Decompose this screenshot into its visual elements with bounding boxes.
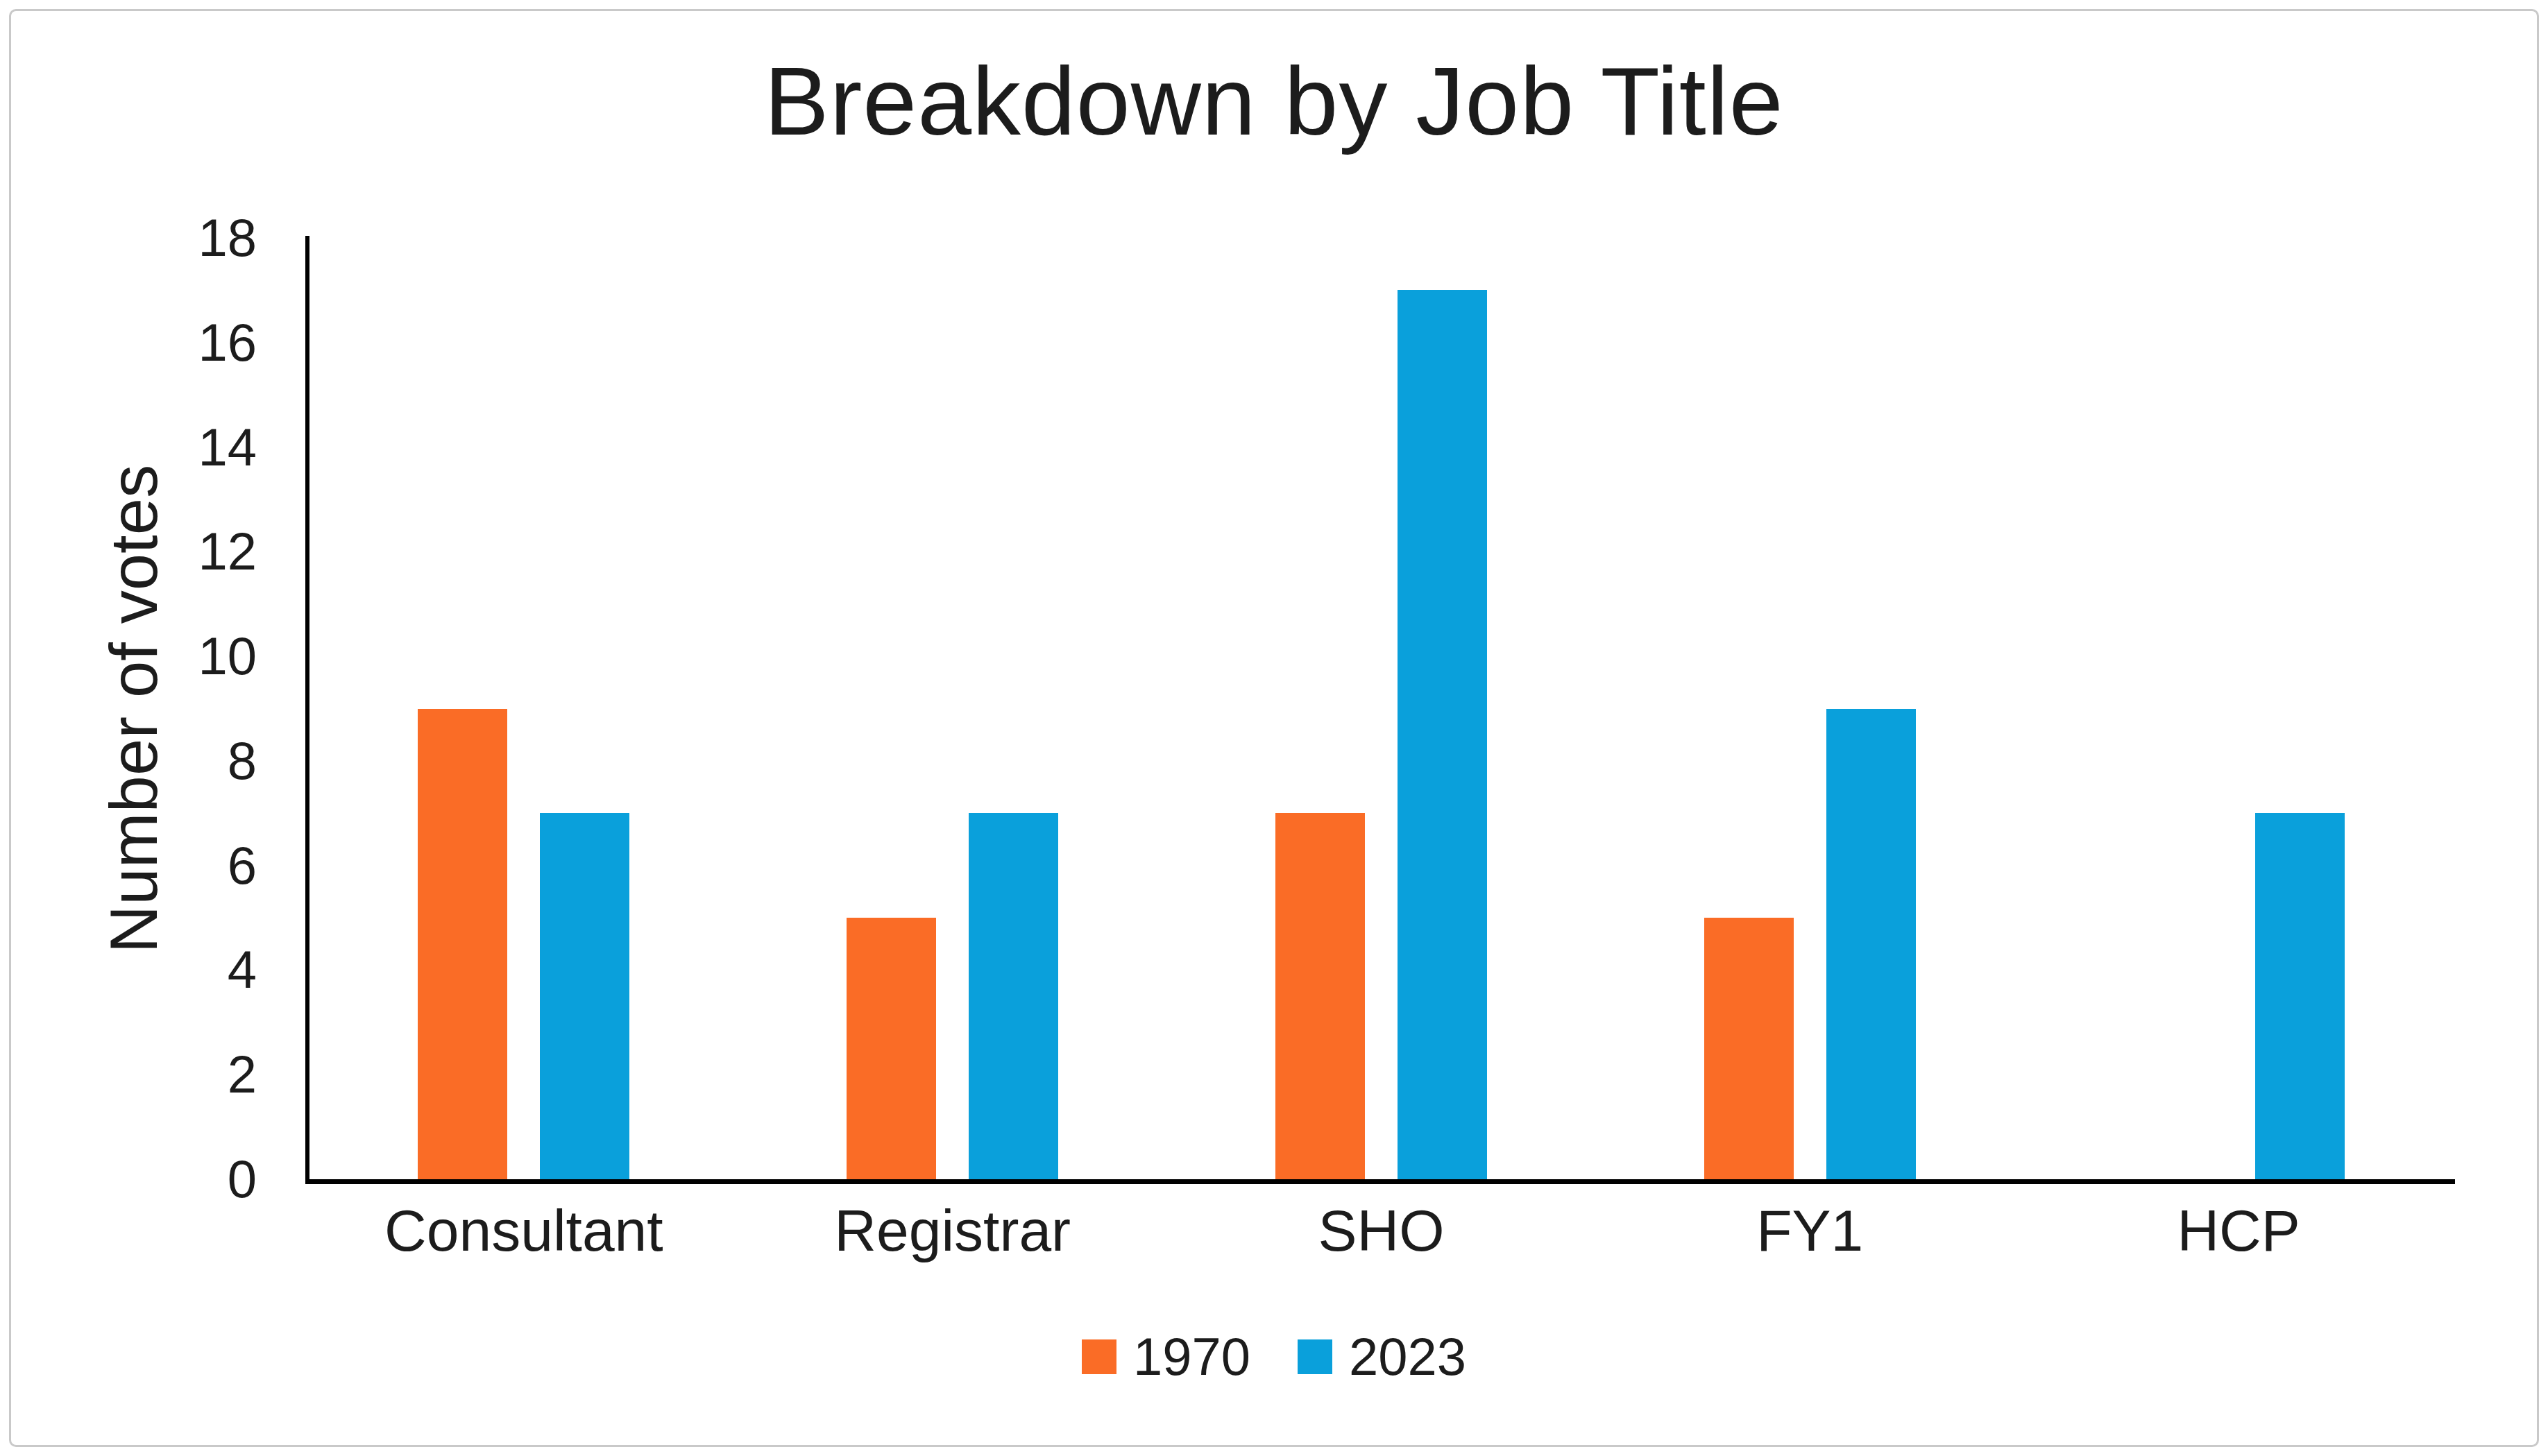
y-tick-label-2: 2: [228, 1048, 257, 1101]
y-tick-label-14: 14: [198, 421, 257, 474]
x-axis-labels: ConsultantRegistrarSHOFY1HCP: [309, 1201, 2453, 1260]
y-tick-label-18: 18: [198, 212, 257, 264]
category-group-fy1: [1595, 238, 2024, 1179]
bar-2023-hcp: [2255, 813, 2345, 1179]
plot-area: [309, 238, 2453, 1179]
x-axis-label-fy1: FY1: [1595, 1201, 2024, 1260]
chart-canvas: Breakdown by Job Title Number of votes 0…: [0, 0, 2548, 1456]
y-tick-label-0: 0: [228, 1153, 257, 1206]
bar-2023-consultant: [540, 813, 629, 1179]
x-axis-label-consultant: Consultant: [309, 1201, 738, 1260]
y-tick-label-16: 16: [198, 316, 257, 369]
legend: 1970 2023: [0, 1330, 2548, 1383]
y-tick-label-10: 10: [198, 630, 257, 683]
y-tick-label-6: 6: [228, 839, 257, 892]
legend-swatch-2023: [1298, 1339, 1332, 1374]
legend-label-1970: 1970: [1133, 1330, 1250, 1383]
category-group-hcp: [2024, 238, 2453, 1179]
legend-swatch-1970: [1082, 1339, 1116, 1374]
y-axis-tick-labels: 024681012141618: [83, 238, 257, 1179]
x-axis-label-hcp: HCP: [2024, 1201, 2453, 1260]
category-group-registrar: [738, 238, 1167, 1179]
y-tick-label-4: 4: [228, 943, 257, 996]
x-axis-line: [305, 1179, 2455, 1184]
y-tick-label-12: 12: [198, 525, 257, 578]
x-axis-label-sho: SHO: [1167, 1201, 1596, 1260]
y-tick-label-8: 8: [228, 735, 257, 787]
bar-1970-consultant: [418, 709, 507, 1180]
category-group-consultant: [309, 238, 738, 1179]
bar-2023-fy1: [1826, 709, 1916, 1180]
legend-item-2023: 2023: [1298, 1330, 1466, 1383]
legend-item-1970: 1970: [1082, 1330, 1250, 1383]
bar-1970-sho: [1275, 813, 1365, 1179]
category-group-sho: [1167, 238, 1596, 1179]
bar-1970-fy1: [1704, 918, 1794, 1179]
x-axis-label-registrar: Registrar: [738, 1201, 1167, 1260]
chart-title: Breakdown by Job Title: [0, 40, 2548, 162]
bar-2023-registrar: [969, 813, 1058, 1179]
bar-2023-sho: [1398, 290, 1487, 1179]
bar-1970-registrar: [847, 918, 936, 1179]
legend-label-2023: 2023: [1349, 1330, 1466, 1383]
